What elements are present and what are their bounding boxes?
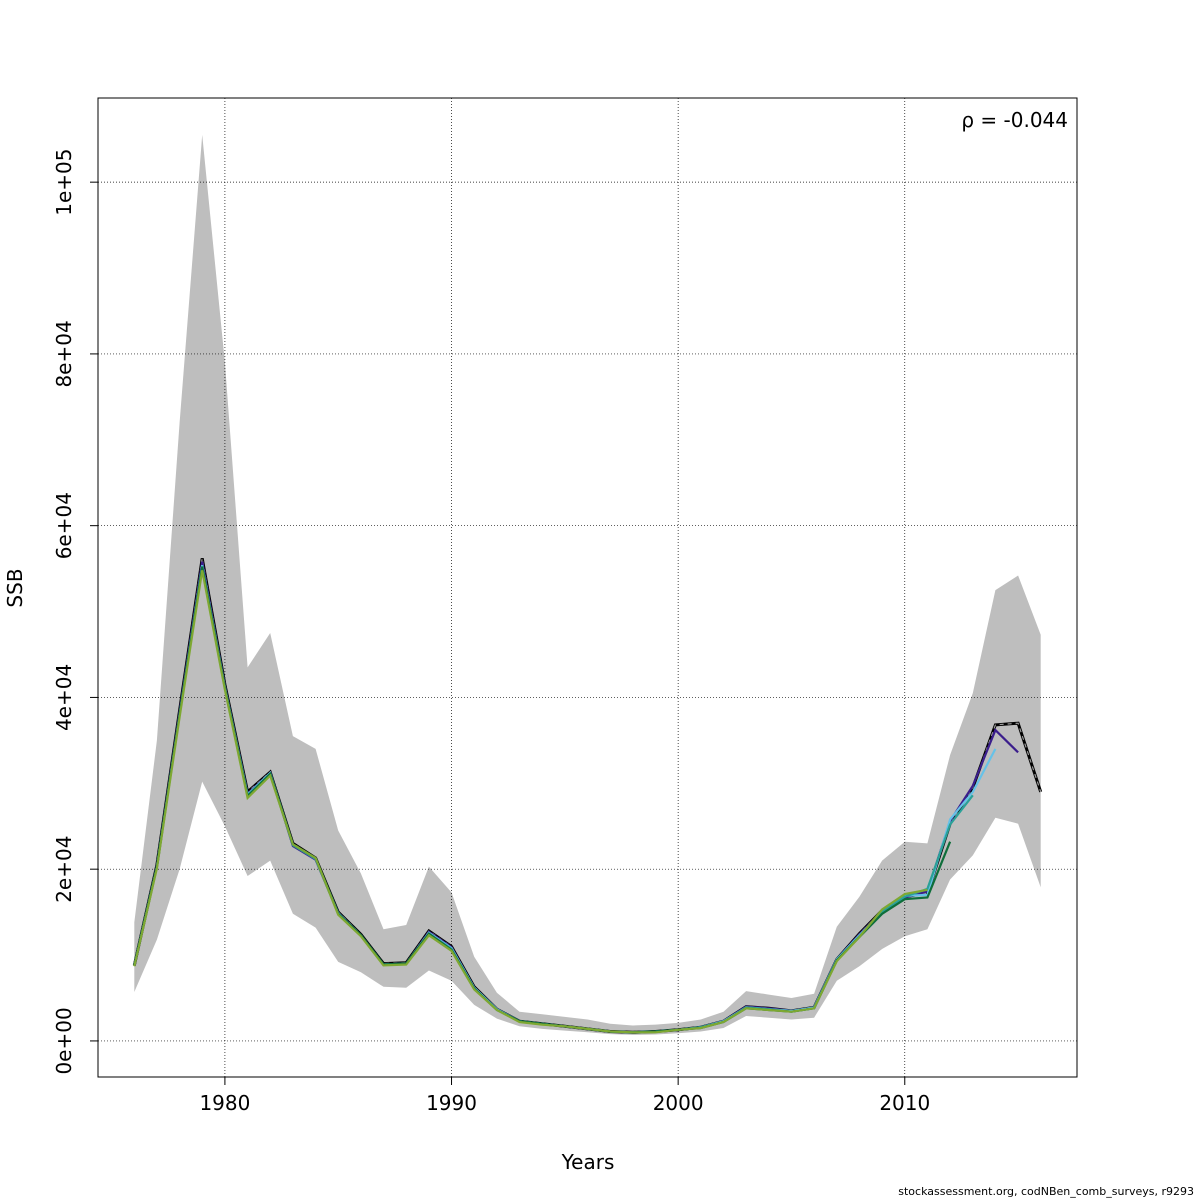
series-layer: [132, 558, 1043, 1034]
x-axis-title: Years: [561, 1150, 615, 1174]
grid-layer: [98, 98, 1077, 1077]
y-tick-label: 8e+04: [52, 320, 76, 387]
axis-layer: 1980 1990 2000 2010 0e+00 2e+04 4e+04 6e+04 8e+0…: [52, 149, 930, 1115]
y-axis-title: SSB: [3, 568, 27, 607]
x-tick-label: 2000: [653, 1091, 704, 1115]
series-line-5: [133, 570, 928, 1034]
footer-credit: stockassessment.org, codNBen_comb_survey…: [898, 1185, 1194, 1198]
x-tick-label: 1990: [426, 1091, 477, 1115]
rho-annotation: ρ = -0.044: [961, 108, 1068, 132]
x-tick-label: 1980: [199, 1091, 250, 1115]
y-tick-label: 6e+04: [52, 492, 76, 559]
y-tick-label: 4e+04: [52, 664, 76, 731]
plot-frame: [97, 97, 1078, 1078]
y-tick-label: 0e+00: [52, 1007, 76, 1074]
y-tick-label: 1e+05: [52, 149, 76, 216]
x-tick-label: 2010: [879, 1091, 930, 1115]
y-tick-label: 2e+04: [52, 836, 76, 903]
